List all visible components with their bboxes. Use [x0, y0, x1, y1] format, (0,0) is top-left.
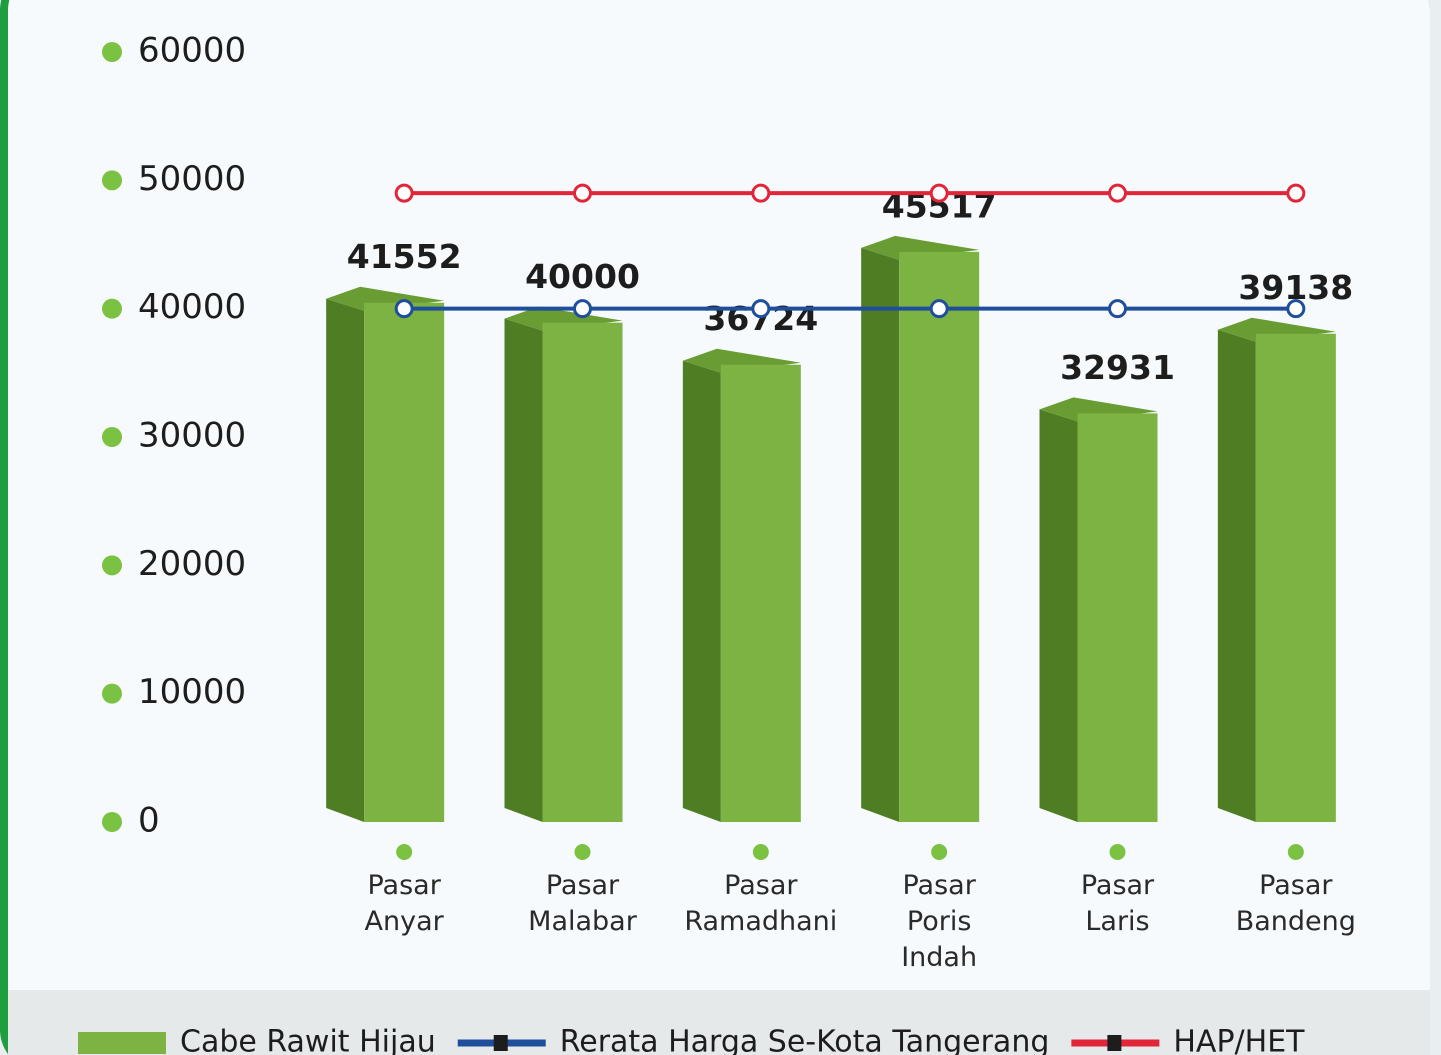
line-point	[573, 183, 592, 203]
x-tick-dot	[396, 844, 413, 860]
bar-value-label: 40000	[525, 257, 640, 296]
legend-label: HAP/HET	[1173, 1025, 1305, 1055]
y-tick-label: 10000	[138, 672, 246, 712]
x-tick-dot	[931, 844, 948, 860]
x-tick-label: Pasar Laris	[1080, 870, 1155, 937]
line-point	[573, 299, 592, 319]
y-tick-label: 60000	[138, 31, 246, 71]
line-point	[929, 299, 949, 319]
bar-top	[861, 235, 980, 260]
y-tick-label: 0	[138, 801, 160, 841]
x-tick-dot	[752, 844, 769, 860]
bar-top	[682, 348, 801, 373]
x-tick-label: Pasar Anyar	[364, 870, 444, 937]
x-tick-dot	[574, 844, 591, 860]
bar-top	[326, 286, 445, 311]
bar-side	[1039, 409, 1078, 822]
y-tick-dot	[102, 555, 122, 576]
line-point	[1108, 299, 1127, 319]
y-tick-dot	[102, 170, 122, 191]
y-tick-label: 30000	[138, 416, 246, 456]
line-point	[929, 183, 949, 203]
legend-label: Cabe Rawit Hijau	[180, 1025, 436, 1055]
x-tick-label: Pasar Malabar	[528, 870, 637, 937]
line-point	[394, 183, 414, 203]
legend-band	[8, 990, 1430, 1055]
y-tick-dot	[102, 42, 122, 62]
y-tick-label: 50000	[138, 159, 246, 199]
line-point	[394, 299, 414, 319]
bar	[1255, 333, 1336, 822]
y-tick-label: 40000	[138, 287, 246, 327]
bar-side	[682, 360, 721, 822]
bar-side	[861, 247, 900, 822]
bar	[720, 364, 801, 822]
line-point	[1108, 183, 1127, 203]
line-point	[751, 183, 771, 203]
x-tick-label: Pasar Ramadhani	[684, 870, 838, 937]
bar-side	[326, 298, 365, 822]
line-point	[751, 299, 771, 319]
bar-top	[1217, 317, 1336, 342]
bar	[364, 302, 445, 822]
x-tick-dot	[1109, 844, 1126, 860]
legend-label: Rerata Harga Se-Kota Tangerang	[560, 1025, 1050, 1055]
y-tick-dot	[102, 683, 122, 704]
bar-side	[504, 318, 543, 822]
y-tick-label: 20000	[138, 544, 246, 584]
y-tick-dot	[102, 427, 122, 447]
line-point	[1286, 183, 1306, 203]
y-tick-dot	[102, 812, 122, 832]
bar	[542, 322, 623, 822]
legend-swatch	[78, 1032, 166, 1054]
bar-value-label: 32931	[1060, 348, 1175, 387]
bar-value-label: 41552	[347, 237, 462, 276]
x-tick-dot	[1287, 844, 1304, 860]
line-point	[1286, 299, 1306, 319]
bar	[1077, 413, 1158, 822]
bar-top	[504, 306, 623, 331]
bar-side	[1217, 329, 1256, 822]
legend-swatch-marker	[493, 1035, 508, 1051]
y-tick-dot	[102, 298, 122, 319]
bar	[899, 251, 980, 822]
bar-top	[1039, 397, 1158, 422]
x-tick-label: Pasar Poris Indah	[901, 870, 978, 973]
x-tick-label: Pasar Bandeng	[1235, 870, 1356, 937]
legend-swatch-marker	[1107, 1035, 1122, 1051]
